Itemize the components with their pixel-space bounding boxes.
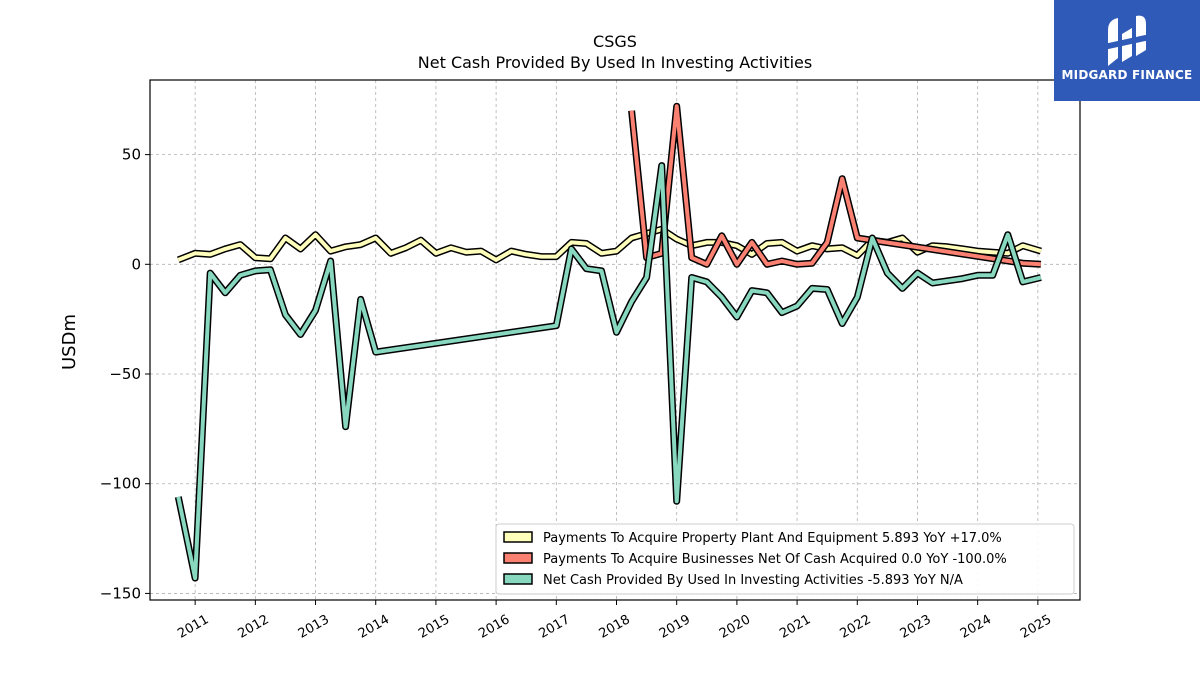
x-tick-label: 2020 bbox=[717, 612, 753, 642]
y-tick-label: 0 bbox=[131, 255, 141, 273]
x-tick-label: 2014 bbox=[356, 612, 392, 642]
legend-label: Payments To Acquire Property Plant And E… bbox=[543, 531, 1002, 546]
x-tick-label: 2023 bbox=[898, 612, 934, 642]
series-line bbox=[176, 163, 1042, 581]
x-tick-label: 2013 bbox=[296, 612, 332, 642]
y-tick-label: −100 bbox=[100, 475, 141, 493]
x-tick-label: 2022 bbox=[837, 612, 873, 642]
x-tick-label: 2021 bbox=[777, 612, 813, 642]
y-axis-label: USDm bbox=[59, 314, 80, 370]
y-tick-label: −50 bbox=[109, 365, 141, 383]
x-tick-label: 2011 bbox=[175, 612, 211, 642]
legend-swatch bbox=[503, 552, 533, 564]
legend-swatch bbox=[503, 531, 533, 543]
series-layer bbox=[174, 102, 1042, 582]
grid bbox=[150, 80, 1080, 600]
legend: Payments To Acquire Property Plant And E… bbox=[495, 523, 1075, 595]
y-tick-label: −150 bbox=[100, 584, 141, 602]
legend-label: Net Cash Provided By Used In Investing A… bbox=[543, 573, 963, 588]
x-tick-label: 2024 bbox=[958, 612, 994, 642]
chart-title: CSGS bbox=[593, 32, 637, 51]
x-tick-label: 2018 bbox=[597, 612, 633, 642]
logo-text: MIDGARD FINANCE bbox=[1061, 68, 1193, 82]
chart-subtitle: Net Cash Provided By Used In Investing A… bbox=[418, 53, 812, 72]
x-tick-label: 2015 bbox=[416, 612, 452, 642]
series-outline bbox=[628, 102, 1042, 268]
series-outline bbox=[174, 162, 1042, 582]
plot-frame bbox=[149, 79, 1081, 601]
y-tick-label: 50 bbox=[122, 146, 141, 164]
x-tick-label: 2016 bbox=[476, 612, 512, 642]
legend-box bbox=[495, 523, 1075, 595]
series-line bbox=[629, 104, 1042, 267]
brand-logo: MIDGARD FINANCE bbox=[1054, 0, 1200, 101]
x-tick-label: 2025 bbox=[1018, 612, 1054, 642]
x-tick-label: 2012 bbox=[236, 612, 272, 642]
legend-label: Payments To Acquire Businesses Net Of Ca… bbox=[543, 552, 1007, 567]
x-tick-label: 2017 bbox=[536, 612, 572, 642]
x-tick-label: 2019 bbox=[657, 612, 693, 642]
legend-swatch bbox=[503, 573, 533, 585]
midgard-logo-icon bbox=[1104, 15, 1150, 66]
